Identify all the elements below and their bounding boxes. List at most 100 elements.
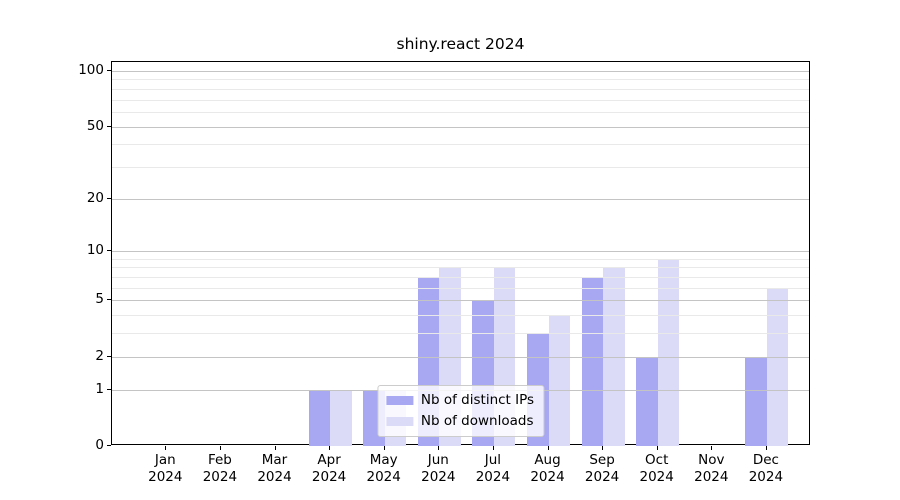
legend-row-downloads: Nb of downloads	[385, 413, 534, 430]
minor-gridline-7	[112, 277, 809, 279]
x-tick-year-may: 2024	[366, 469, 401, 485]
bar-nb-of-distinct-ips-oct	[636, 356, 658, 446]
legend-label-distinct-ips: Nb of distinct IPs	[420, 392, 535, 408]
x-tick-mark-jan	[165, 446, 167, 450]
minor-gridline-4	[112, 315, 809, 317]
bar-nb-of-downloads-aug	[548, 315, 570, 446]
x-tick-label-dec: Dec 2024	[739, 452, 793, 486]
chart-title: shiny.react 2024	[396, 35, 525, 53]
x-tick-year-mar: 2024	[257, 469, 292, 485]
y-tick-label-2: 2	[95, 347, 104, 364]
x-tick-label-aug: Aug 2024	[521, 452, 575, 486]
x-tick-label-nov: Nov 2024	[684, 452, 738, 486]
x-tick-label-jun: Jun 2024	[411, 452, 465, 486]
y-tick-label-1: 1	[95, 380, 104, 397]
x-tick-mark-feb	[219, 446, 221, 450]
x-tick-label-feb: Feb 2024	[193, 452, 247, 486]
x-tick-month-aug: Aug	[534, 452, 561, 468]
minor-gridline-3	[112, 333, 809, 335]
legend-label-downloads: Nb of downloads	[420, 413, 534, 429]
x-tick-month-jun: Jun	[427, 452, 449, 468]
x-tick-year-aug: 2024	[530, 469, 565, 485]
bar-nb-of-downloads-apr	[330, 389, 352, 446]
x-tick-month-jul: Jul	[484, 452, 502, 468]
y-tick-label-5: 5	[95, 291, 104, 308]
x-tick-mark-oct	[656, 446, 658, 450]
y-tick-label-0: 0	[95, 437, 104, 453]
bar-nb-of-downloads-oct	[657, 258, 680, 446]
bar-nb-of-distinct-ips-dec	[745, 356, 767, 446]
x-tick-month-oct: Oct	[645, 452, 669, 468]
x-tick-label-jan: Jan 2024	[138, 452, 192, 486]
bar-nb-of-distinct-ips-apr	[308, 389, 331, 446]
x-tick-year-feb: 2024	[202, 469, 238, 485]
major-gridline-100	[112, 71, 809, 72]
minor-gridline-30	[112, 166, 809, 168]
x-tick-year-apr: 2024	[311, 469, 347, 485]
minor-gridline-80	[112, 88, 809, 90]
bar-nb-of-distinct-ips-sep	[581, 277, 604, 446]
x-tick-year-jun: 2024	[421, 469, 456, 485]
y-tick-label-20: 20	[86, 189, 104, 206]
minor-gridline-70	[112, 99, 809, 101]
x-tick-year-oct: 2024	[639, 469, 674, 485]
minor-gridline-40	[112, 144, 809, 146]
x-tick-month-jan: Jan	[154, 452, 176, 468]
y-tick-mark-0	[107, 445, 111, 446]
minor-gridline-8	[112, 267, 809, 269]
major-gridline-5	[112, 300, 809, 302]
y-tick-label-100: 100	[78, 62, 104, 78]
legend-swatch-distinct-ips	[385, 396, 413, 405]
x-tick-mark-sep	[602, 446, 604, 450]
x-tick-year-dec: 2024	[748, 469, 784, 485]
y-tick-mark-100	[107, 70, 111, 71]
x-tick-label-mar: Mar 2024	[248, 452, 302, 486]
x-tick-month-may: May	[369, 452, 398, 468]
major-gridline-10	[112, 251, 809, 253]
minor-gridline-9	[112, 258, 809, 260]
x-tick-label-oct: Oct 2024	[630, 452, 684, 486]
x-tick-month-sep: Sep	[589, 452, 615, 468]
x-tick-mark-dec	[765, 446, 767, 450]
x-tick-label-jul: Jul 2024	[466, 452, 520, 486]
minor-gridline-6	[112, 287, 809, 289]
x-tick-mark-jul	[492, 446, 494, 450]
legend-row-distinct-ips: Nb of distinct IPs	[385, 392, 535, 409]
x-tick-month-dec: Dec	[752, 452, 779, 468]
x-tick-label-apr: Apr 2024	[302, 452, 356, 486]
y-tick-mark-5	[107, 299, 111, 301]
y-tick-label-50: 50	[86, 117, 104, 134]
y-tick-label-10: 10	[86, 242, 104, 259]
x-tick-month-apr: Apr	[317, 452, 341, 468]
major-gridline-50	[112, 126, 809, 128]
x-tick-month-feb: Feb	[207, 452, 232, 468]
minor-gridline-90	[112, 79, 809, 81]
x-tick-mark-mar	[274, 446, 276, 450]
major-gridline-20	[112, 198, 809, 200]
y-tick-mark-50	[107, 125, 111, 127]
x-tick-mark-apr	[329, 446, 331, 450]
major-gridline-2	[112, 356, 809, 358]
y-tick-mark-1	[107, 388, 111, 390]
x-tick-mark-jun	[438, 446, 440, 450]
x-tick-year-jul: 2024	[475, 469, 511, 485]
plot-area: Nb of distinct IPs Nb of downloads	[111, 61, 810, 446]
x-tick-month-mar: Mar	[261, 452, 288, 468]
x-tick-label-may: May 2024	[357, 452, 411, 486]
y-tick-mark-20	[107, 197, 111, 199]
x-tick-mark-nov	[711, 446, 713, 450]
x-tick-month-nov: Nov	[698, 452, 725, 468]
x-tick-year-sep: 2024	[584, 469, 620, 485]
y-tick-mark-2	[107, 355, 111, 357]
x-tick-mark-may	[383, 446, 385, 450]
legend: Nb of distinct IPs Nb of downloads	[376, 385, 545, 437]
x-tick-year-jan: 2024	[148, 469, 183, 485]
x-tick-label-sep: Sep 2024	[575, 452, 629, 486]
bar-nb-of-downloads-dec	[766, 287, 789, 446]
legend-swatch-downloads	[385, 417, 413, 426]
minor-gridline-60	[112, 111, 809, 113]
x-tick-mark-aug	[547, 446, 549, 450]
x-tick-year-nov: 2024	[694, 469, 729, 485]
y-tick-mark-10	[107, 250, 111, 252]
